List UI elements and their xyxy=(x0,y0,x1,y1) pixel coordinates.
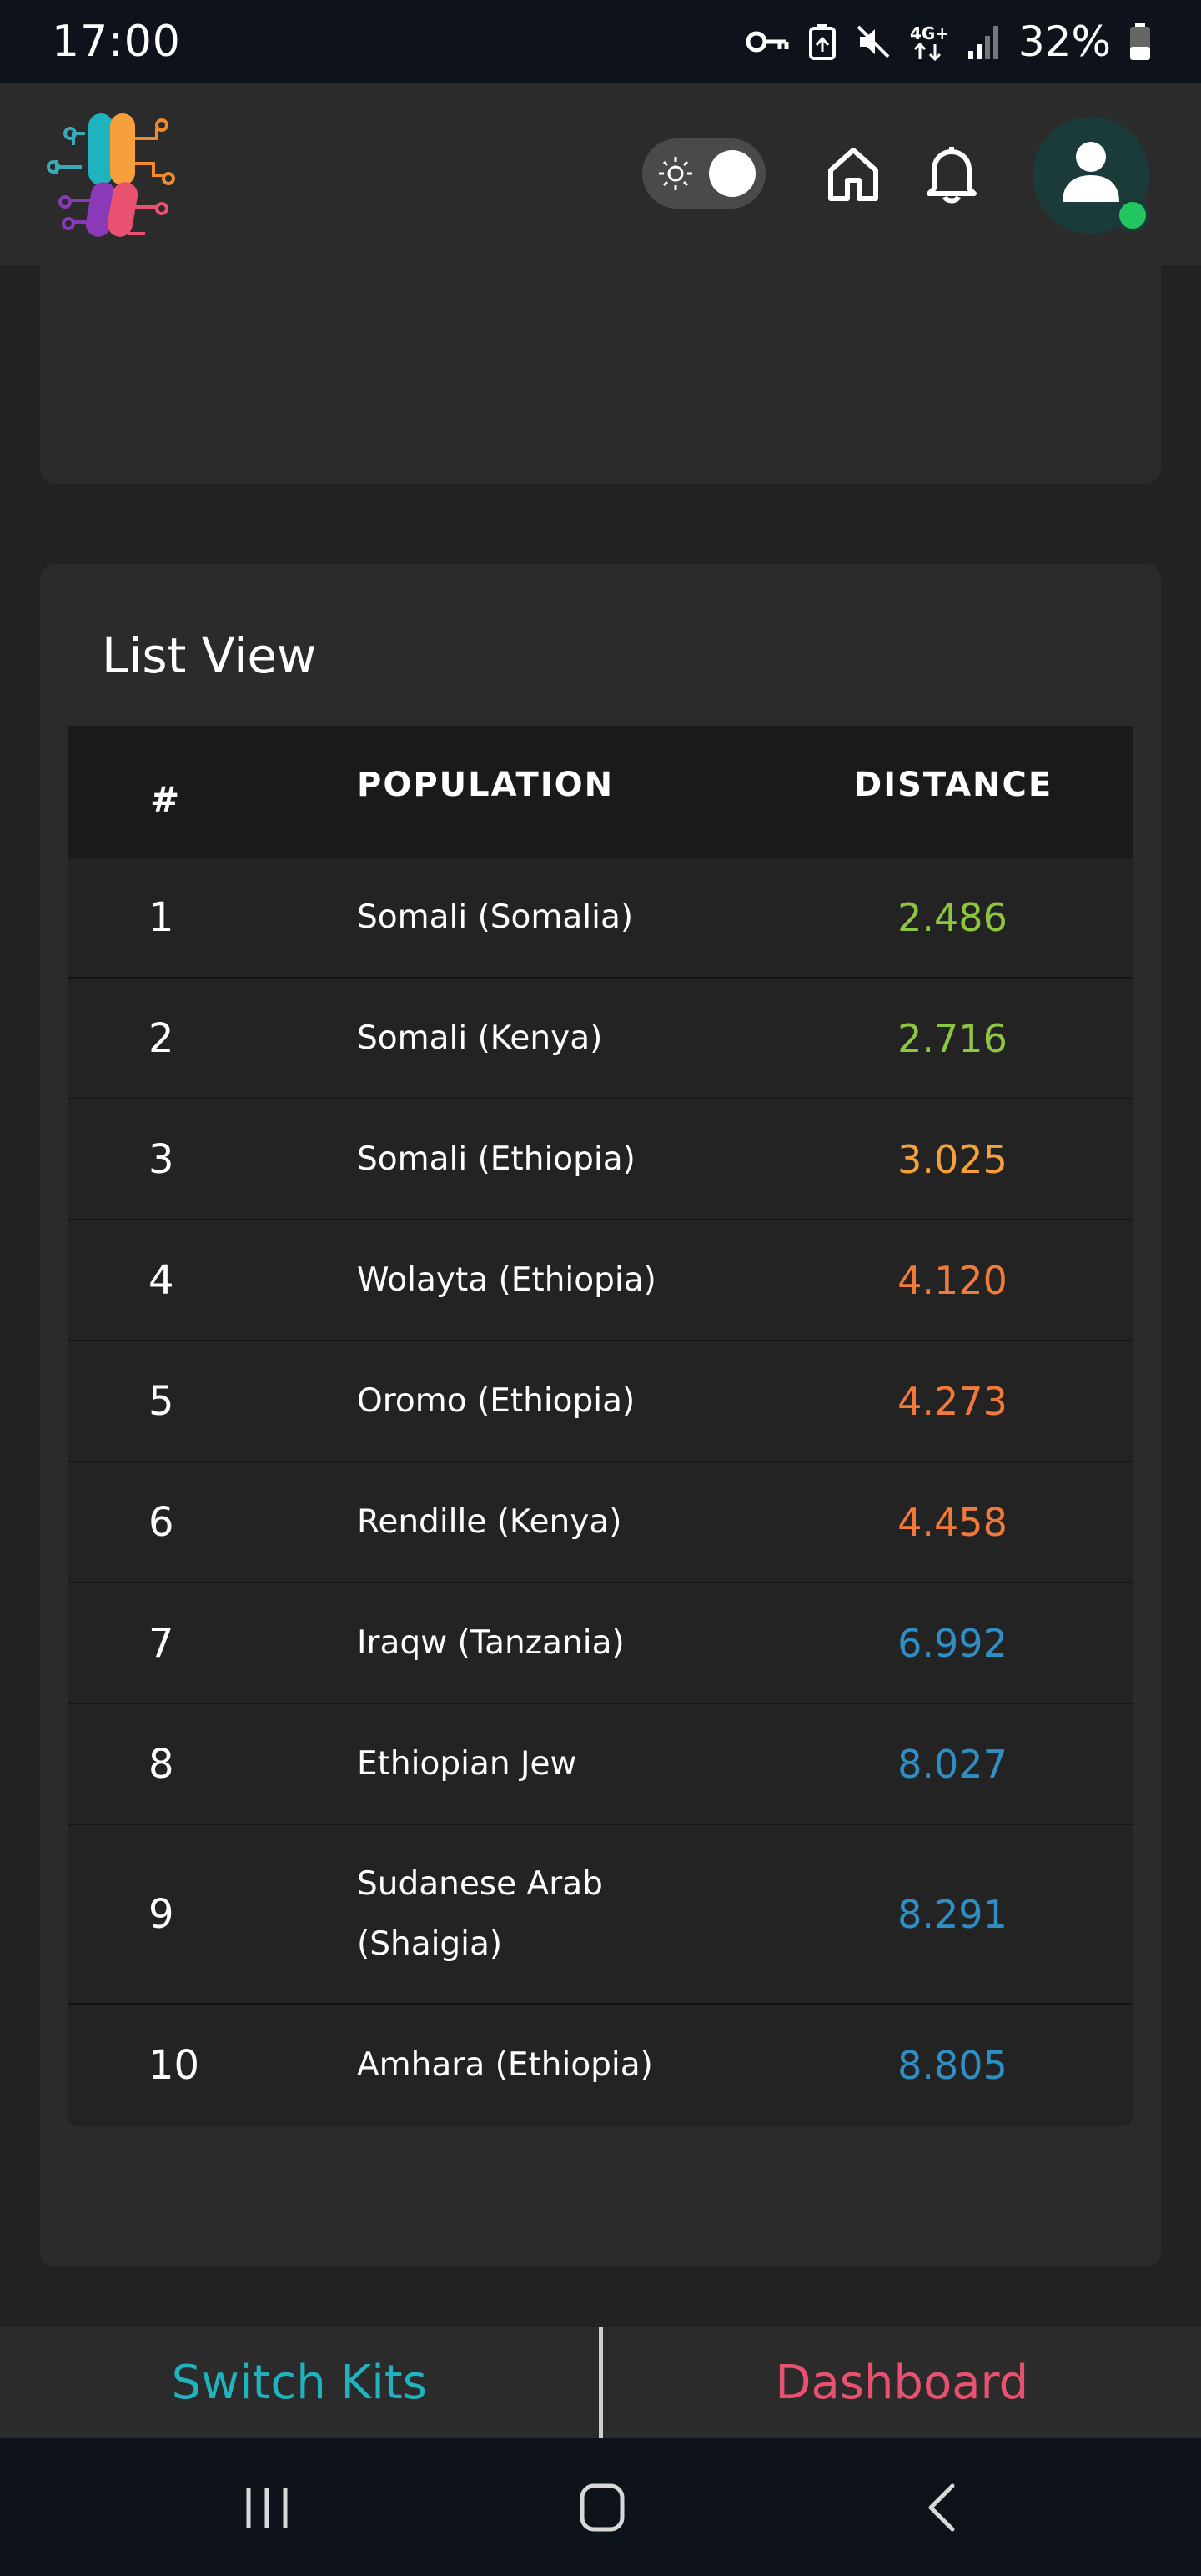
app-header xyxy=(0,83,1201,265)
battery-saver-icon xyxy=(808,24,836,60)
previous-card xyxy=(40,265,1161,484)
card-title: List View xyxy=(102,627,317,684)
row-num: 5 xyxy=(148,1377,174,1425)
row-population: Rendille (Kenya) xyxy=(357,1502,622,1541)
theme-toggle[interactable] xyxy=(642,138,766,209)
action-divider xyxy=(598,2327,603,2438)
table-row: 4 Wolayta (Ethiopia) 4.120 xyxy=(68,1220,1133,1341)
table-row: 2 Somali (Kenya) 2.716 xyxy=(68,979,1133,1099)
nav-home-icon[interactable] xyxy=(579,2483,626,2533)
table-row: 10 Amhara (Ethiopia) 8.805 xyxy=(68,2005,1133,2126)
system-nav-bar xyxy=(0,2438,1201,2576)
table-row: 5 Oromo (Ethiopia) 4.273 xyxy=(68,1341,1133,1462)
row-distance: 4.458 xyxy=(897,1499,1008,1545)
user-icon xyxy=(1063,142,1119,202)
table-header: # POPULATION DISTANCE xyxy=(68,726,1133,858)
toggle-knob xyxy=(709,150,756,197)
status-bar: 17:00 4G+ 32% xyxy=(0,0,1201,83)
battery-icon xyxy=(1130,23,1150,60)
status-icons: 4G+ 32% xyxy=(745,18,1151,66)
table-row: 1 Somali (Somalia) 2.486 xyxy=(68,858,1133,979)
row-distance: 8.805 xyxy=(897,2042,1008,2088)
bell-icon[interactable] xyxy=(922,142,981,205)
battery-percent: 32% xyxy=(1018,18,1111,66)
row-distance: 8.027 xyxy=(897,1741,1008,1787)
row-population: Somali (Ethiopia) xyxy=(357,1140,636,1178)
row-num: 7 xyxy=(148,1619,174,1667)
row-distance: 2.716 xyxy=(897,1015,1008,1061)
dashboard-button[interactable]: Dashboard xyxy=(775,2355,1029,2410)
row-population: Iraqw (Tanzania) xyxy=(357,1623,625,1662)
row-population: Sudanese Arab (Shaigia) xyxy=(357,1864,603,1963)
action-bar: Switch Kits Dashboard xyxy=(0,2327,1201,2438)
network-4g-icon: 4G+ xyxy=(910,23,948,61)
row-population: Amhara (Ethiopia) xyxy=(357,2045,653,2084)
row-population: Oromo (Ethiopia) xyxy=(357,1381,636,1420)
row-distance: 8.291 xyxy=(897,1891,1008,1937)
row-num: 8 xyxy=(148,1740,174,1788)
row-population: Ethiopian Jew xyxy=(357,1744,577,1783)
switch-kits-button[interactable]: Switch Kits xyxy=(171,2355,427,2410)
row-num: 9 xyxy=(148,1890,174,1938)
back-icon[interactable] xyxy=(924,2483,957,2533)
table-row: 8 Ethiopian Jew 8.027 xyxy=(68,1704,1133,1825)
row-distance: 4.273 xyxy=(897,1378,1008,1424)
table-row: 3 Somali (Ethiopia) 3.025 xyxy=(68,1099,1133,1220)
row-num: 4 xyxy=(148,1256,174,1304)
column-header-num: # xyxy=(150,779,182,820)
row-num: 1 xyxy=(148,893,174,941)
sun-icon xyxy=(659,157,692,190)
table-row: 6 Rendille (Kenya) 4.458 xyxy=(68,1462,1133,1583)
mute-icon xyxy=(857,25,890,58)
svg-text:4G+: 4G+ xyxy=(910,23,948,43)
recents-icon[interactable] xyxy=(242,2484,292,2531)
row-num: 6 xyxy=(148,1498,174,1546)
status-time: 17:00 xyxy=(52,17,181,67)
row-num: 10 xyxy=(148,2041,200,2089)
app-logo[interactable] xyxy=(40,108,180,240)
table-row: 7 Iraqw (Tanzania) 6.992 xyxy=(68,1583,1133,1704)
column-header-distance: DISTANCE xyxy=(854,766,1053,804)
row-population: Wolayta (Ethiopia) xyxy=(357,1260,656,1299)
row-population: Somali (Somalia) xyxy=(357,898,634,936)
list-view-card: List View # POPULATION DISTANCE 1 Somali… xyxy=(40,564,1161,2267)
row-num: 2 xyxy=(148,1014,174,1062)
signal-icon xyxy=(967,26,998,59)
row-population: Somali (Kenya) xyxy=(357,1019,603,1057)
home-icon[interactable] xyxy=(826,145,881,204)
row-num: 3 xyxy=(148,1135,174,1183)
row-distance: 2.486 xyxy=(897,894,1008,940)
row-distance: 4.120 xyxy=(897,1257,1008,1303)
online-status-dot xyxy=(1116,199,1149,232)
table-row: 9 Sudanese Arab (Shaigia) 8.291 xyxy=(68,1825,1133,2005)
table-body: 1 Somali (Somalia) 2.486 2 Somali (Kenya… xyxy=(68,858,1133,2126)
key-icon xyxy=(746,31,789,53)
row-distance: 3.025 xyxy=(897,1136,1008,1182)
population-table: # POPULATION DISTANCE 1 Somali (Somalia)… xyxy=(68,726,1133,2126)
column-header-population: POPULATION xyxy=(357,766,615,804)
row-distance: 6.992 xyxy=(897,1620,1008,1666)
